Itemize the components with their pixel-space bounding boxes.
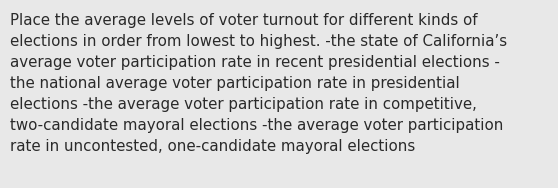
Text: elections -the average voter participation rate in competitive,: elections -the average voter participati… — [10, 97, 477, 112]
Text: the national average voter participation rate in presidential: the national average voter participation… — [10, 76, 460, 91]
Text: rate in uncontested, one-candidate mayoral elections: rate in uncontested, one-candidate mayor… — [10, 139, 415, 154]
Text: Place the average levels of voter turnout for different kinds of: Place the average levels of voter turnou… — [10, 13, 478, 28]
Text: elections in order from lowest to highest. -the state of California’s: elections in order from lowest to highes… — [10, 34, 507, 49]
Text: average voter participation rate in recent presidential elections -: average voter participation rate in rece… — [10, 55, 500, 70]
Text: two-candidate mayoral elections -the average voter participation: two-candidate mayoral elections -the ave… — [10, 118, 503, 133]
